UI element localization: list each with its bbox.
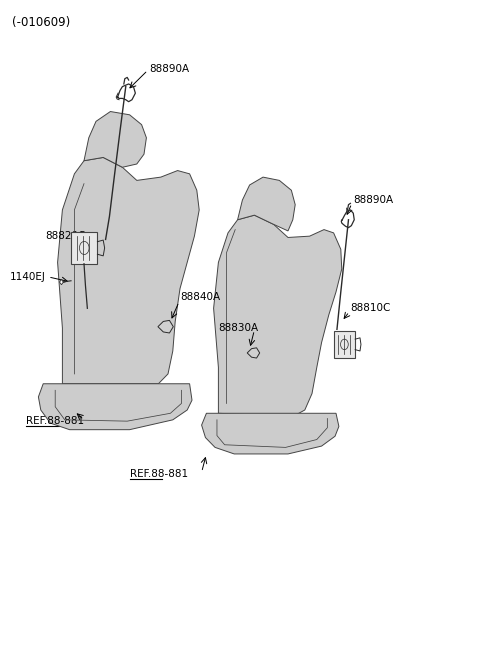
Polygon shape	[202, 413, 339, 454]
Polygon shape	[158, 320, 173, 333]
Text: REF.88-881: REF.88-881	[26, 416, 84, 426]
Polygon shape	[247, 348, 260, 358]
Polygon shape	[60, 279, 63, 285]
Text: 88840A: 88840A	[180, 291, 220, 302]
Bar	[334, 331, 355, 358]
Polygon shape	[38, 384, 192, 430]
Text: (-010609): (-010609)	[12, 16, 70, 30]
Text: 88890A: 88890A	[149, 64, 189, 74]
Bar	[71, 232, 97, 264]
Polygon shape	[58, 157, 199, 384]
Text: 88810C: 88810C	[350, 303, 391, 314]
Text: 88830A: 88830A	[218, 323, 259, 333]
Text: REF.88-881: REF.88-881	[130, 468, 188, 479]
Polygon shape	[84, 112, 146, 167]
Text: 88890A: 88890A	[353, 195, 393, 205]
Polygon shape	[238, 177, 295, 231]
Text: 88820C: 88820C	[46, 231, 86, 241]
Polygon shape	[214, 215, 342, 417]
Text: 1140EJ: 1140EJ	[10, 272, 46, 282]
